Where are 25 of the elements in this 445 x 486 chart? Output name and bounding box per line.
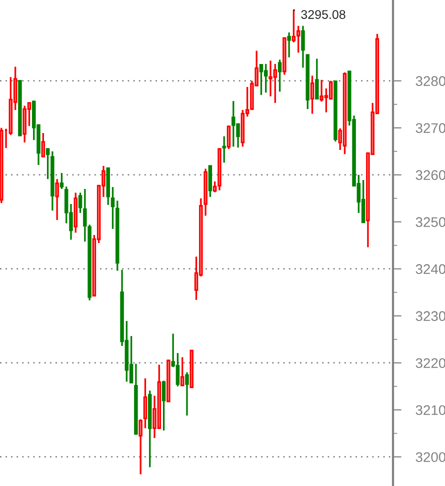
candlestick: [315, 58, 319, 100]
candlestick: [292, 9, 296, 44]
candlestick: [222, 135, 226, 164]
candlestick: [278, 58, 282, 92]
candlestick: [185, 371, 189, 416]
candlestick: [129, 335, 134, 384]
candlestick: [287, 32, 291, 58]
candlestick: [41, 132, 46, 158]
candlestick: [296, 25, 300, 54]
annotation: 3295.08: [301, 10, 346, 19]
candlestick: [180, 356, 184, 386]
candlestick: [361, 179, 366, 224]
candlestick: [162, 380, 166, 432]
candlestick: [310, 74, 314, 115]
candlestick: [226, 124, 231, 150]
candlestick: [264, 63, 268, 94]
candlestick: [46, 148, 50, 180]
candlestick: [110, 186, 115, 230]
candlestick: [138, 418, 142, 476]
candlestick: [60, 172, 64, 190]
candlestick: [143, 378, 148, 430]
candlestick: [78, 192, 82, 214]
candlestick: [328, 80, 333, 100]
candlestick: [259, 64, 264, 96]
candlestick: [55, 178, 59, 221]
